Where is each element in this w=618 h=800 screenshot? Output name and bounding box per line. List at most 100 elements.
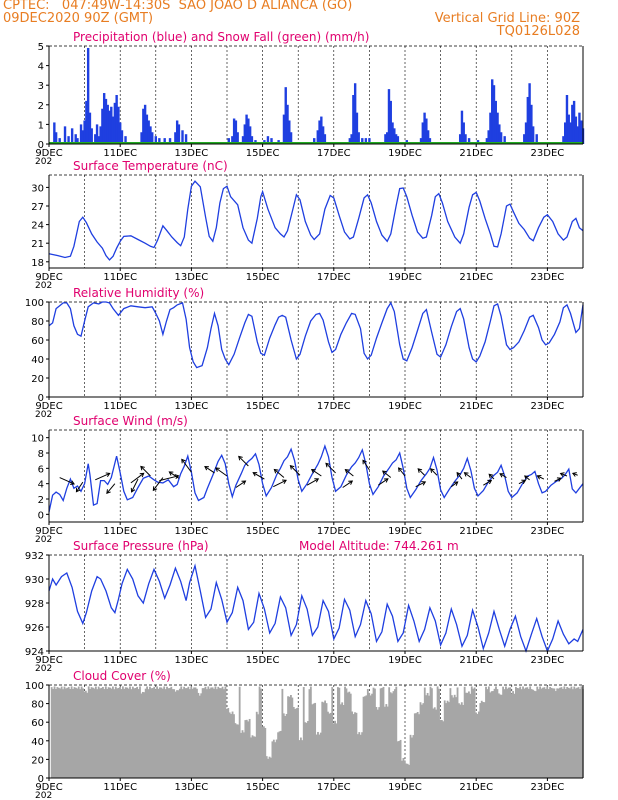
x-tick-label: 21DEC [459, 655, 493, 666]
chart-title: Surface Wind (m/s) [73, 414, 188, 428]
cloud-bar [104, 686, 107, 778]
y-tick-label: 0 [38, 774, 44, 785]
x-tick-label: 15DEC [246, 526, 280, 537]
cloud-bar [120, 689, 123, 778]
cloud-bar [527, 688, 530, 778]
precip-bar [357, 132, 360, 144]
cloud-bar [543, 687, 546, 778]
precip-bar [321, 126, 325, 144]
y-tick-label: 80 [31, 317, 44, 328]
cloud-bar [429, 686, 432, 778]
cloud-bar [358, 732, 361, 778]
cloud-bar [247, 721, 250, 778]
x-tick-label: 13DEC [175, 272, 209, 283]
cloud-bar [324, 700, 327, 778]
cloud-bar [480, 700, 483, 778]
cloud-bar [365, 695, 368, 778]
precip-bar [174, 132, 177, 144]
wind-arrowhead [204, 465, 209, 471]
chart-panel-5: 924 926 928 930 932 9DEC 11DEC 13DEC 15DEC 17DEC 1… [25, 539, 584, 674]
cloud-bar [376, 709, 379, 778]
cloud-bar [167, 688, 170, 778]
cloud-bar [193, 687, 196, 778]
wind-arrow [140, 466, 151, 477]
cloud-bar [250, 737, 252, 778]
precip-bar [143, 104, 147, 144]
precip-bar [393, 128, 396, 144]
cloud-bar [243, 732, 245, 778]
cloud-bar [567, 687, 570, 778]
cloud-bar [409, 734, 412, 778]
cloud-bar [203, 688, 205, 778]
precip-bar [63, 126, 67, 144]
precip-bar [531, 126, 535, 144]
cloud-bar [416, 711, 419, 778]
precip-bar [569, 122, 572, 144]
x-tick-label: 23DEC [531, 401, 565, 412]
cloud-bar [406, 763, 409, 778]
cloud-bar [433, 707, 436, 778]
cloud-bar [130, 689, 133, 778]
wind-arrowhead [383, 478, 389, 483]
precip-bar [90, 128, 93, 144]
cloud-bar [364, 696, 366, 778]
cloud-bar [220, 688, 223, 778]
cloud-bar [440, 720, 443, 778]
cloud-bar [395, 686, 398, 778]
x-tick-label: 19DEC [388, 148, 422, 159]
cloud-bar [214, 686, 217, 778]
x-tick-label: 19DEC [388, 272, 422, 283]
wind-arrowhead [252, 472, 258, 477]
cloud-bar [411, 737, 413, 778]
cloud-bar [516, 687, 519, 778]
cloud-bar [77, 686, 80, 778]
cloud-bar [537, 689, 540, 778]
precip-bar [99, 126, 102, 144]
cloud-bar [460, 702, 463, 778]
cloud-bar [277, 732, 280, 778]
cloud-bar [500, 694, 503, 778]
cloud-bar [106, 688, 109, 778]
cloud-bar [292, 706, 295, 778]
cloud-bar [315, 734, 318, 778]
cloud-bar [469, 693, 472, 778]
wind-arrow [398, 467, 406, 477]
cloud-bar [205, 689, 208, 778]
cloud-bar [329, 712, 332, 778]
cloud-bar [258, 686, 261, 778]
cloud-bar [215, 689, 218, 778]
x-tick-label: 11DEC [103, 782, 137, 793]
wind-arrowhead [521, 479, 527, 485]
precip-bar [567, 114, 570, 144]
wind-arrowhead [70, 480, 75, 485]
cloud-bar [170, 686, 173, 778]
cloud-bar [110, 688, 113, 778]
wind-arrow [415, 481, 426, 488]
precip-bar [571, 104, 574, 144]
precip-bar [535, 134, 538, 144]
y-tick-label: 6 [38, 464, 44, 475]
precip-bar [81, 130, 85, 144]
precip-bar [494, 100, 497, 144]
cloud-bar [561, 688, 564, 778]
cloud-bar [580, 686, 583, 778]
wind-arrowhead [105, 472, 111, 477]
cloud-bar [248, 718, 251, 778]
y-tick-label: 30 [31, 183, 44, 194]
x-tick-label: 17DEC [317, 401, 351, 412]
chart-panel-4: 0 2 4 6 8 10 9DEC 11DEC 13DEC 15DEC 17DEC 19DEC 21DE… [31, 414, 584, 545]
cloud-bar [466, 692, 469, 778]
precip-bar [419, 138, 423, 144]
wind-arrowhead [130, 487, 136, 493]
cloud-bar [547, 689, 550, 778]
header-grid-line: Vertical Grid Line: 90Z [434, 11, 580, 26]
precip-bar [353, 83, 357, 144]
precip-bar [458, 134, 462, 144]
cloud-bar [560, 687, 563, 778]
precip-bar [428, 138, 432, 144]
precip-bar [523, 134, 526, 144]
series-line [48, 180, 584, 261]
cloud-bar [143, 692, 146, 778]
cloud-bar [368, 692, 371, 778]
cloud-bar [442, 721, 445, 778]
